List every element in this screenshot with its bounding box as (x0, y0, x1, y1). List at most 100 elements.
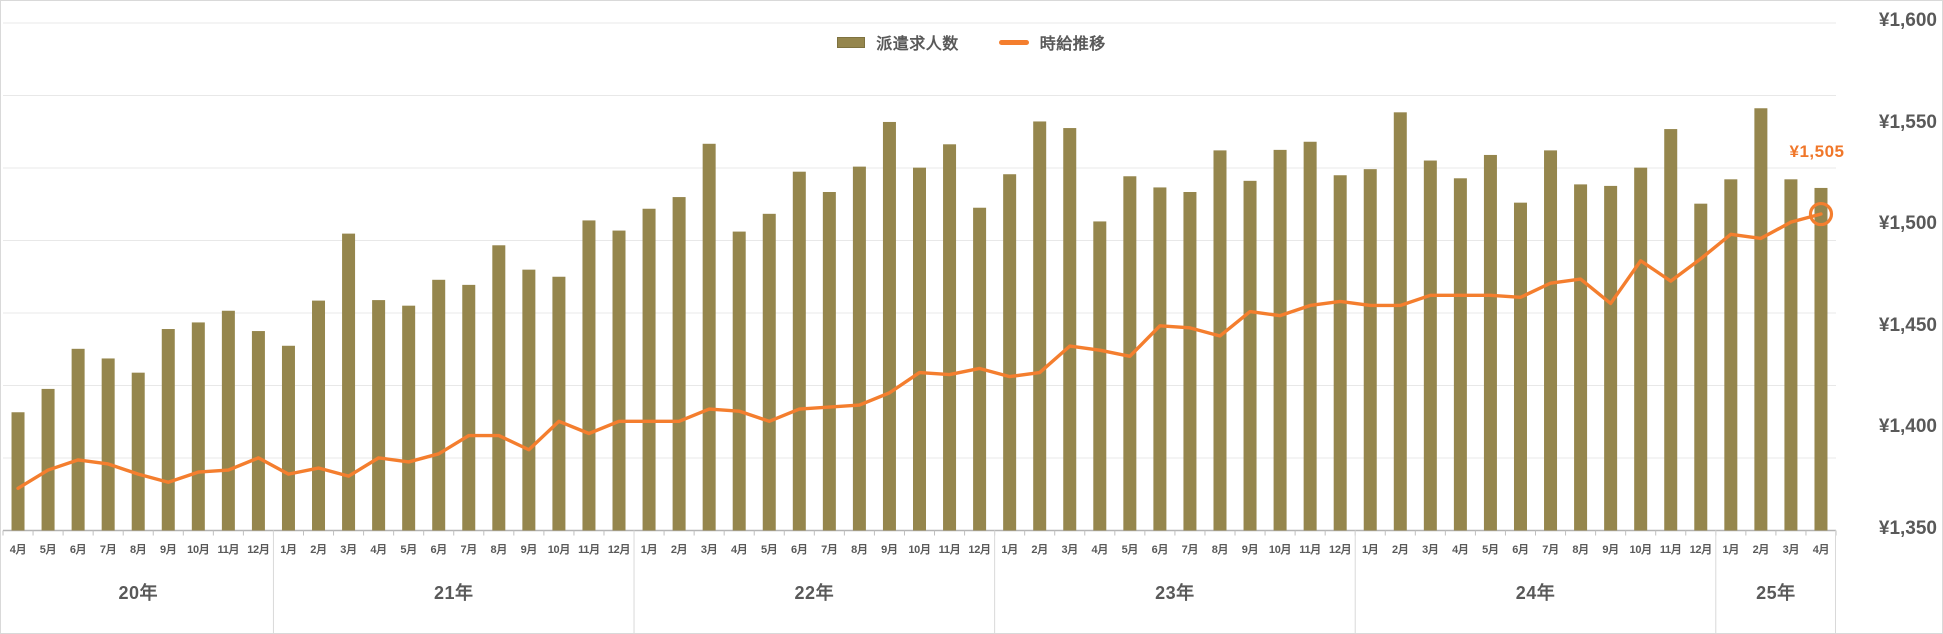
month-label: 2月 (310, 544, 327, 556)
bar[interactable] (1183, 191, 1197, 531)
bar[interactable] (672, 197, 686, 531)
month-label: 2月 (1031, 544, 1048, 556)
bar[interactable] (792, 171, 806, 531)
bar[interactable] (1423, 160, 1437, 531)
bar[interactable] (1513, 202, 1527, 531)
bar[interactable] (281, 345, 295, 531)
bar[interactable] (882, 121, 896, 531)
bar[interactable] (1243, 180, 1257, 531)
month-label: 4月 (1812, 544, 1830, 556)
bar[interactable] (552, 276, 566, 531)
month-label: 3月 (340, 544, 357, 556)
bar[interactable] (221, 310, 235, 531)
year-label: 23年 (1155, 583, 1195, 603)
bar[interactable] (732, 231, 746, 531)
bar[interactable] (1544, 150, 1558, 531)
bar[interactable] (1213, 150, 1227, 531)
bar[interactable] (402, 305, 416, 531)
month-label: 9月 (1602, 544, 1619, 556)
year-label: 25年 (1756, 583, 1796, 603)
bar[interactable] (943, 144, 957, 531)
month-label: 5月 (760, 544, 778, 556)
month-label: 12月 (1329, 544, 1352, 556)
bar[interactable] (1333, 175, 1347, 531)
bar[interactable] (1363, 169, 1377, 531)
month-label: 8月 (851, 544, 868, 556)
bar[interactable] (191, 322, 205, 531)
bar[interactable] (131, 372, 145, 531)
bar[interactable] (1003, 174, 1017, 531)
legend-entry-line[interactable]: 時給推移 (998, 30, 1106, 54)
month-label: 3月 (700, 544, 718, 556)
bar[interactable] (101, 358, 115, 531)
bar[interactable] (432, 279, 446, 531)
bar[interactable] (1694, 203, 1708, 531)
bar[interactable] (372, 300, 386, 531)
bar[interactable] (522, 269, 536, 531)
month-label: 5月 (1121, 544, 1139, 556)
bar[interactable] (1453, 178, 1467, 531)
bar[interactable] (1754, 108, 1768, 531)
month-label: 2月 (1392, 544, 1409, 556)
bar[interactable] (1063, 128, 1077, 531)
bar[interactable] (1664, 129, 1678, 531)
bar[interactable] (1483, 154, 1497, 531)
legend-entry-bars[interactable]: 派遣求人数 (837, 30, 959, 54)
bar[interactable] (642, 208, 656, 531)
month-label: 7月 (1542, 544, 1559, 556)
bar[interactable] (41, 388, 55, 531)
bar[interactable] (1574, 184, 1588, 531)
bar[interactable] (251, 331, 265, 531)
month-label: 2月 (670, 544, 688, 556)
month-label: 12月 (607, 544, 631, 556)
month-label: 4月 (1452, 544, 1469, 556)
bar[interactable] (1033, 121, 1047, 531)
month-label: 6月 (430, 544, 447, 556)
bar[interactable] (1123, 176, 1137, 531)
wage-line[interactable] (16, 212, 1823, 491)
month-label: 1月 (280, 544, 297, 556)
month-label: 8月 (1211, 544, 1229, 556)
month-label: 6月 (791, 544, 808, 556)
bar[interactable] (762, 213, 776, 531)
bar[interactable] (852, 166, 866, 531)
month-label: 8月 (1572, 544, 1589, 556)
month-label: 12月 (968, 544, 991, 556)
month-label: 7月 (821, 544, 838, 556)
bar[interactable] (1303, 141, 1317, 531)
bar[interactable] (702, 143, 716, 531)
bar[interactable] (1634, 167, 1648, 531)
month-label: 1月 (1361, 544, 1379, 556)
bar[interactable] (1604, 185, 1618, 531)
month-label: 5月 (1482, 544, 1499, 556)
month-label: 3月 (1422, 544, 1439, 556)
bar[interactable] (1273, 149, 1287, 531)
bar[interactable] (462, 284, 476, 531)
month-label: 11月 (938, 544, 961, 556)
bar-series-swatch-icon (837, 36, 866, 48)
bar[interactable] (822, 191, 836, 531)
bar[interactable] (312, 300, 326, 531)
bar[interactable] (1093, 221, 1107, 531)
bar[interactable] (11, 412, 25, 531)
month-label: 6月 (1512, 544, 1529, 556)
bar[interactable] (342, 233, 356, 531)
bar[interactable] (1393, 112, 1407, 531)
month-label: 3月 (1782, 544, 1800, 556)
bar[interactable] (71, 348, 85, 531)
bar[interactable] (913, 167, 926, 531)
bar[interactable] (1784, 179, 1798, 531)
year-label: 24年 (1515, 583, 1556, 603)
bar[interactable] (1724, 179, 1738, 531)
bar[interactable] (612, 230, 626, 531)
legend: 派遣求人数 時給推移 (1, 30, 1942, 54)
bar[interactable] (1814, 187, 1828, 531)
final-point-ring[interactable] (1808, 201, 1834, 227)
month-label: 10月 (547, 544, 571, 556)
bar[interactable] (1153, 187, 1167, 531)
bar[interactable] (582, 220, 596, 531)
bar[interactable] (492, 245, 506, 531)
bar[interactable] (161, 329, 175, 531)
year-label: 20年 (118, 583, 158, 603)
